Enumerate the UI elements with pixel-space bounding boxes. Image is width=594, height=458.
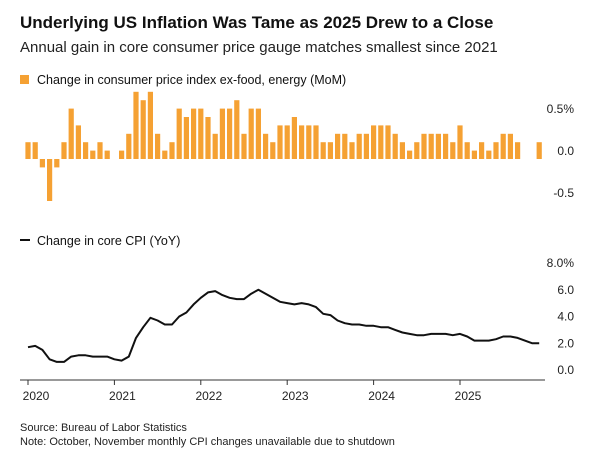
y-tick-label: 8.0% [547, 256, 575, 270]
bar [155, 133, 161, 159]
bar [227, 108, 233, 159]
note: Note: October, November monthly CPI chan… [20, 436, 395, 448]
bar [54, 159, 60, 168]
chart-title: Underlying US Inflation Was Tame as 2025… [20, 13, 493, 32]
bar [47, 159, 53, 201]
bar [97, 142, 103, 159]
y-tick-label: 6.0 [557, 283, 574, 297]
x-tick-label: 2020 [23, 389, 50, 403]
bar [371, 125, 377, 159]
bar [493, 142, 499, 159]
bar [342, 133, 348, 159]
bar [507, 133, 513, 159]
bar [104, 150, 110, 159]
bar [327, 142, 333, 159]
y-tick-label: 0.0 [557, 144, 574, 158]
bar [363, 133, 369, 159]
bar [392, 133, 398, 159]
bar [536, 142, 542, 159]
bar [291, 117, 297, 159]
bar [183, 117, 189, 159]
bar [356, 133, 362, 159]
bar [241, 133, 247, 159]
bar [399, 142, 405, 159]
bar [25, 142, 31, 159]
bar [464, 142, 470, 159]
x-tick-label: 2024 [368, 389, 395, 403]
bar [90, 150, 96, 159]
bar [126, 133, 132, 159]
bar [147, 91, 153, 159]
y-tick-label: 0.5% [547, 102, 575, 116]
source: Source: Bureau of Labor Statistics [20, 422, 187, 434]
bar [234, 100, 240, 159]
bar [219, 108, 225, 159]
bar [450, 142, 456, 159]
bar [378, 125, 384, 159]
bar [119, 150, 125, 159]
legend-label: Change in core CPI (YoY) [37, 234, 180, 248]
y-tick-label: 2.0 [557, 336, 574, 350]
bar [443, 133, 449, 159]
chart-subtitle: Annual gain in core consumer price gauge… [20, 39, 498, 56]
bar [162, 150, 168, 159]
bar [421, 133, 427, 159]
y-tick-label: 4.0 [557, 310, 574, 324]
bar [486, 150, 492, 159]
y-tick-label: -0.5 [553, 186, 574, 200]
bar [255, 108, 261, 159]
bar [263, 133, 269, 159]
bar [515, 142, 521, 159]
legend-label: Change in consumer price index ex-food, … [37, 73, 346, 87]
bar [306, 125, 312, 159]
bar [479, 142, 485, 159]
bar [169, 142, 175, 159]
bar [277, 125, 283, 159]
bar [248, 108, 254, 159]
bar [299, 125, 305, 159]
x-tick-label: 2023 [282, 389, 309, 403]
line [27, 288, 540, 363]
bar [471, 150, 477, 159]
bar [205, 117, 211, 159]
y-tick-label: 0.0 [557, 363, 574, 377]
bar [191, 108, 197, 159]
bar [349, 142, 355, 159]
bar [385, 125, 391, 159]
bar [414, 142, 420, 159]
bar [39, 159, 45, 168]
bar [212, 133, 218, 159]
bar [140, 100, 146, 159]
bar [75, 125, 81, 159]
x-tick-label: 2021 [109, 389, 136, 403]
bar [198, 108, 204, 159]
x-tick-label: 2022 [195, 389, 222, 403]
bar [176, 108, 182, 159]
bar [500, 133, 506, 159]
bar [61, 142, 67, 159]
bar [68, 108, 74, 159]
bar [428, 133, 434, 159]
bar [407, 150, 413, 159]
bar [32, 142, 38, 159]
bar [335, 133, 341, 159]
bar [457, 125, 463, 159]
bar [313, 125, 319, 159]
bar [435, 133, 441, 159]
bar [320, 142, 326, 159]
bar [133, 91, 139, 159]
bar [284, 125, 290, 159]
bar [270, 142, 276, 159]
x-tick-label: 2025 [455, 389, 482, 403]
bar [83, 142, 89, 159]
legend-swatch [20, 75, 29, 84]
